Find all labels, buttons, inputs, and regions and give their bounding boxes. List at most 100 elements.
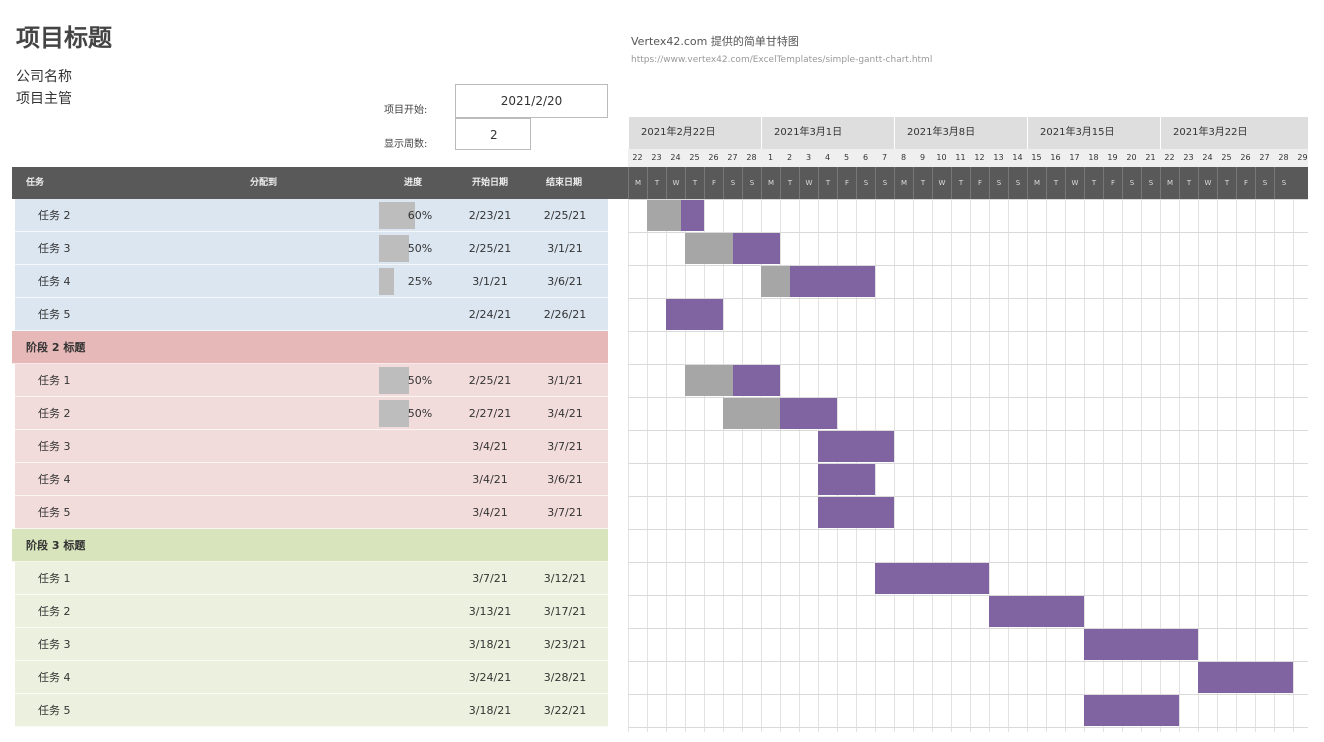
task-name[interactable]: 阶段 2 标题 [26,341,86,354]
task-name[interactable]: 任务 3 [38,440,71,453]
start-date[interactable]: 3/13/21 [468,605,512,618]
gantt-bar-remaining[interactable] [732,233,780,264]
gantt-bar-remaining[interactable] [818,431,894,462]
gantt-bar-remaining[interactable] [1084,695,1179,726]
start-date[interactable]: 3/18/21 [468,704,512,717]
weekday-letter: S [856,167,875,199]
end-date[interactable]: 3/4/21 [547,407,583,420]
weekday-letter: M [1160,167,1179,199]
start-date[interactable]: 3/18/21 [468,638,512,651]
day-number: 1 [767,153,774,162]
weekday-letter: S [1274,167,1293,199]
end-date[interactable]: 3/1/21 [547,242,583,255]
gantt-bar-remaining[interactable] [732,365,780,396]
gantt-bar-done[interactable] [685,233,733,264]
gantt-bar-remaining[interactable] [789,266,875,297]
end-date[interactable]: 3/1/21 [547,374,583,387]
gantt-bar-remaining[interactable] [989,596,1084,627]
task-name[interactable]: 任务 4 [38,671,71,684]
task-name[interactable]: 任务 5 [38,704,71,717]
day-number: 17 [1069,153,1080,162]
task-name[interactable]: 任务 1 [38,572,71,585]
start-date[interactable]: 2/24/21 [468,308,512,321]
end-date[interactable]: 3/7/21 [547,440,583,453]
end-date[interactable]: 2/26/21 [543,308,587,321]
vertex-title: Vertex42.com 提供的简单甘特图 [631,35,799,48]
weekday-letter: S [989,167,1008,199]
column-header-task: 任务 [26,178,45,188]
project-start-input[interactable]: 2021/2/20 [455,84,608,118]
progress-value[interactable]: 50% [407,242,433,255]
gantt-bar-remaining[interactable] [666,299,723,330]
end-date[interactable]: 3/7/21 [547,506,583,519]
progress-value[interactable]: 50% [407,407,433,420]
day-number: 3 [805,153,812,162]
day-number: 7 [881,153,888,162]
task-name[interactable]: 阶段 3 标题 [26,539,86,552]
task-name[interactable]: 任务 2 [38,407,71,420]
weekday-letter: T [1217,167,1236,199]
task-name[interactable]: 任务 1 [38,374,71,387]
progress-bar [379,400,409,427]
task-name[interactable]: 任务 2 [38,209,71,222]
week-count-input[interactable]: 2 [455,118,531,150]
weekday-letter: M [628,167,647,199]
day-number: 6 [862,153,869,162]
task-name[interactable]: 任务 2 [38,605,71,618]
end-date[interactable]: 3/22/21 [543,704,587,717]
gantt-bar-remaining[interactable] [1198,662,1293,693]
end-date[interactable]: 2/25/21 [543,209,587,222]
progress-value[interactable]: 25% [407,275,433,288]
weekday-letter: T [951,167,970,199]
task-name[interactable]: 任务 3 [38,638,71,651]
task-row: 任务 2 50% 2/27/21 3/4/21 [15,397,608,430]
start-date[interactable]: 3/1/21 [472,275,508,288]
day-number: 27 [727,153,738,162]
start-date[interactable]: 3/4/21 [472,440,508,453]
vertex-url-link[interactable]: https://www.vertex42.com/ExcelTemplates/… [631,55,933,65]
gantt-bar-done[interactable] [723,398,780,429]
gantt-bar-remaining[interactable] [1084,629,1198,660]
gantt-bar-done[interactable] [685,365,733,396]
end-date[interactable]: 3/12/21 [543,572,587,585]
day-number: 22 [1164,153,1175,162]
end-date[interactable]: 3/17/21 [543,605,587,618]
progress-value[interactable]: 60% [407,209,433,222]
day-number: 23 [651,153,662,162]
gantt-bar-remaining[interactable] [681,200,704,231]
start-date[interactable]: 3/24/21 [468,671,512,684]
end-date[interactable]: 3/6/21 [547,473,583,486]
day-number: 4 [824,153,831,162]
end-date[interactable]: 3/6/21 [547,275,583,288]
weekday-letter: T [647,167,666,199]
weekday-letter: T [1084,167,1103,199]
progress-value[interactable]: 50% [407,374,433,387]
start-date[interactable]: 3/4/21 [472,473,508,486]
gantt-bar-remaining[interactable] [818,464,875,495]
task-row: 任务 5 3/18/21 3/22/21 [15,694,608,727]
gantt-bar-done[interactable] [761,266,790,297]
gantt-bar-done[interactable] [647,200,682,231]
start-date[interactable]: 3/7/21 [472,572,508,585]
start-date[interactable]: 2/27/21 [468,407,512,420]
start-date[interactable]: 2/25/21 [468,374,512,387]
end-date[interactable]: 3/28/21 [543,671,587,684]
end-date[interactable]: 3/23/21 [543,638,587,651]
weekday-letter: T [685,167,704,199]
day-number: 25 [689,153,700,162]
gantt-bar-remaining[interactable] [780,398,837,429]
task-name[interactable]: 任务 4 [38,473,71,486]
task-name[interactable]: 任务 3 [38,242,71,255]
week-label: 2021年3月1日 [761,117,894,149]
weekday-letter: F [1236,167,1255,199]
task-name[interactable]: 任务 5 [38,308,71,321]
day-number: 11 [955,153,966,162]
start-date[interactable]: 2/25/21 [468,242,512,255]
task-name[interactable]: 任务 5 [38,506,71,519]
gantt-bar-remaining[interactable] [875,563,989,594]
start-date[interactable]: 2/23/21 [468,209,512,222]
task-name[interactable]: 任务 4 [38,275,71,288]
gantt-bar-remaining[interactable] [818,497,894,528]
start-date[interactable]: 3/4/21 [472,506,508,519]
weekday-letter: T [1179,167,1198,199]
